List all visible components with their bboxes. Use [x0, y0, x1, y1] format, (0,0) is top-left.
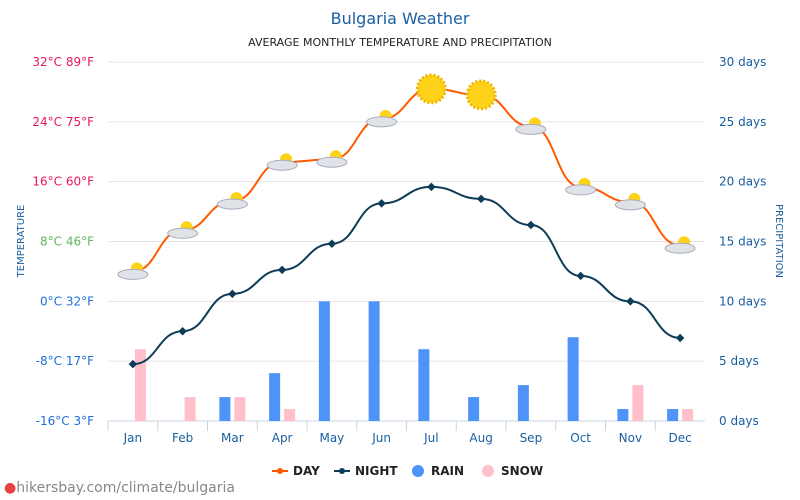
x-tick-label: Dec — [669, 431, 692, 445]
x-tick-label: May — [319, 431, 344, 445]
left-axis-label: TEMPERATURE — [16, 205, 27, 279]
legend-snow-label: SNOW — [501, 464, 543, 478]
rain-bar — [567, 337, 579, 421]
rain-bar — [418, 349, 430, 421]
source-link[interactable]: hikersbay.com/climate/bulgaria — [16, 480, 235, 496]
cloud-icon — [117, 268, 149, 280]
cloud-icon — [565, 184, 597, 196]
x-tick-label: Nov — [619, 431, 642, 445]
x-tick-label: Sep — [520, 431, 543, 445]
night-point — [327, 239, 337, 248]
location-pin-icon: ● — [4, 480, 17, 496]
night-point — [228, 289, 237, 299]
right-tick-label: 5 days — [719, 354, 759, 368]
x-tick-label: Feb — [172, 431, 193, 445]
right-tick-label: 25 days — [719, 115, 766, 129]
legend-rain-label: RAIN — [431, 464, 464, 478]
snow-bar — [134, 349, 146, 421]
night-point — [377, 199, 386, 208]
x-tick-label: Mar — [221, 431, 244, 445]
snow-bar — [234, 397, 246, 421]
night-point — [675, 333, 685, 343]
cloud-icon — [216, 198, 248, 210]
cloud-icon — [614, 199, 646, 211]
cloud-icon — [664, 242, 696, 254]
x-tick-label: Oct — [570, 431, 591, 445]
rain-bar — [517, 385, 529, 421]
left-tick-label: -8°C 17°F — [36, 354, 94, 368]
rain-bar — [318, 301, 330, 421]
rain-bar — [667, 409, 679, 421]
night-point — [178, 327, 187, 336]
snow-bar — [184, 397, 196, 421]
rain-bar — [368, 301, 380, 421]
x-tick-label: Aug — [469, 431, 492, 445]
chart-title: Bulgaria Weather — [331, 9, 470, 28]
legend-rain-marker — [412, 465, 424, 477]
x-tick-label: Jan — [123, 431, 143, 445]
right-tick-label: 20 days — [719, 175, 766, 189]
snow-bar — [284, 409, 296, 421]
cloud-icon — [167, 227, 199, 239]
left-tick-label: 16°C 60°F — [32, 175, 94, 189]
left-tick-label: 0°C 32°F — [40, 294, 94, 308]
right-tick-label: 10 days — [719, 294, 766, 308]
legend-day-label: DAY — [293, 464, 320, 478]
legend-night-label: NIGHT — [355, 464, 398, 478]
night-point — [526, 220, 536, 230]
legend-snow-marker — [482, 465, 494, 477]
legend-marker-dot — [339, 468, 345, 474]
snow-bar — [632, 385, 644, 421]
right-axis-label: PRECIPITATION — [773, 204, 784, 278]
left-tick-label: 8°C 46°F — [40, 235, 94, 249]
rain-bar — [468, 397, 480, 421]
cloud-icon — [366, 116, 398, 128]
snow-bar — [682, 409, 694, 421]
night-line — [132, 185, 681, 366]
left-tick-label: 32°C 89°F — [32, 55, 94, 69]
rain-bar — [219, 397, 231, 421]
sun-icon — [415, 73, 447, 105]
right-tick-label: 0 days — [719, 414, 759, 428]
night-point — [476, 194, 486, 204]
cloud-icon — [316, 156, 348, 168]
x-tick-label: Jul — [423, 431, 438, 445]
rain-bar — [269, 373, 281, 421]
left-tick-label: -16°C 3°F — [36, 414, 94, 428]
cloud-icon — [515, 123, 547, 135]
chart-subtitle: AVERAGE MONTHLY TEMPERATURE AND PRECIPIT… — [248, 36, 552, 49]
right-tick-label: 30 days — [719, 55, 766, 69]
sun-icon — [465, 79, 497, 111]
night-point — [626, 297, 635, 306]
night-point — [128, 359, 138, 369]
night-point — [427, 182, 436, 192]
x-tick-label: Jun — [371, 431, 391, 445]
legend-marker-dot — [277, 468, 283, 474]
night-point — [277, 265, 287, 275]
right-tick-label: 15 days — [719, 235, 766, 249]
day-line — [132, 87, 681, 273]
rain-bar — [617, 409, 629, 421]
cloud-icon — [266, 159, 298, 171]
source-footer[interactable]: ●hikersbay.com/climate/bulgaria — [4, 480, 235, 496]
left-tick-label: 24°C 75°F — [32, 115, 94, 129]
x-tick-label: Apr — [272, 431, 293, 445]
night-point — [576, 271, 585, 281]
